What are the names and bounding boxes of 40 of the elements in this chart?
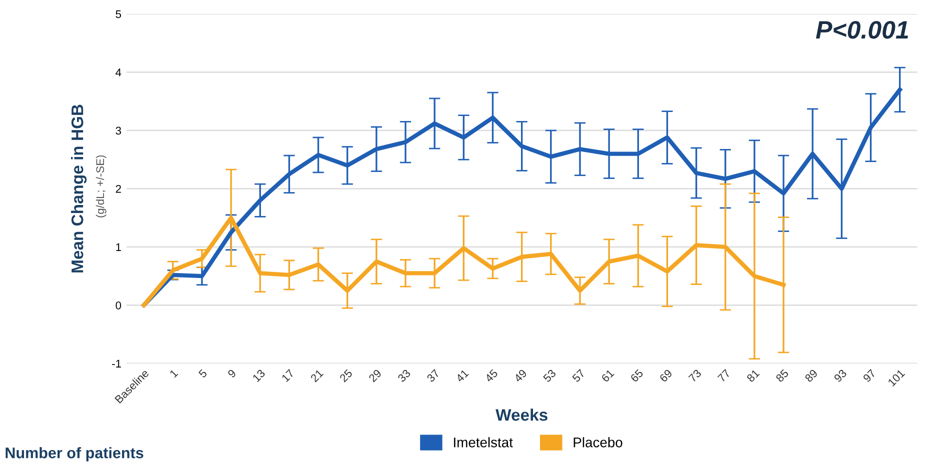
legend-label: Placebo [574, 437, 622, 448]
legend-label: Imetelstat [454, 437, 513, 448]
x-tick-label: 41 [455, 369, 469, 383]
x-tick-label: 97 [862, 368, 876, 382]
y-tick-label: 0 [116, 301, 122, 310]
text: (g/dL; +/-SE) [96, 155, 106, 218]
x-tick-label: 29 [368, 368, 382, 382]
x-tick-label: 17 [281, 369, 294, 382]
x-tick-label: 89 [804, 368, 818, 383]
text: Number of patients [6, 447, 144, 462]
y-tick-label: 5 [116, 10, 122, 18]
y-tick-label: 2 [116, 184, 121, 193]
x-axis-title: Weeks [496, 408, 548, 421]
x-tick-label: 101 [888, 368, 906, 387]
annotation: P<0.001 [816, 20, 908, 39]
x-tick-label: 25 [339, 368, 353, 382]
x-tick-label: 85 [775, 368, 789, 383]
x-tick-label: 69 [659, 368, 673, 382]
x-tick-label: 33 [397, 368, 411, 383]
x-tick-label: 73 [688, 368, 702, 382]
x-tick-label: 49 [513, 368, 528, 383]
x-tick-label: 9 [227, 368, 236, 378]
x-tick-label: 1 [169, 369, 178, 378]
x-tick-label: 37 [426, 368, 440, 383]
x-tick-label: 21 [310, 368, 324, 382]
y-tick-label: 3 [116, 126, 122, 135]
x-tick-label: 5 [198, 368, 208, 378]
x-tick-label: 57 [572, 369, 586, 383]
y-axis-title: Mean Change in HGB [71, 104, 87, 272]
x-tick-label: 93 [834, 368, 848, 382]
y-tick-label: 1 [116, 243, 121, 252]
x-tick-label: 13 [252, 368, 266, 382]
y-tick-label: 4 [116, 68, 122, 76]
x-tick-label: 53 [542, 368, 556, 383]
x-tick-label: 65 [630, 368, 644, 382]
x-tick-label: 45 [484, 368, 498, 383]
y-tick-label: -1 [112, 360, 121, 368]
x-tick-label: 61 [600, 368, 614, 382]
x-tick-label: 77 [717, 369, 731, 382]
x-tick-label: 81 [746, 368, 760, 383]
